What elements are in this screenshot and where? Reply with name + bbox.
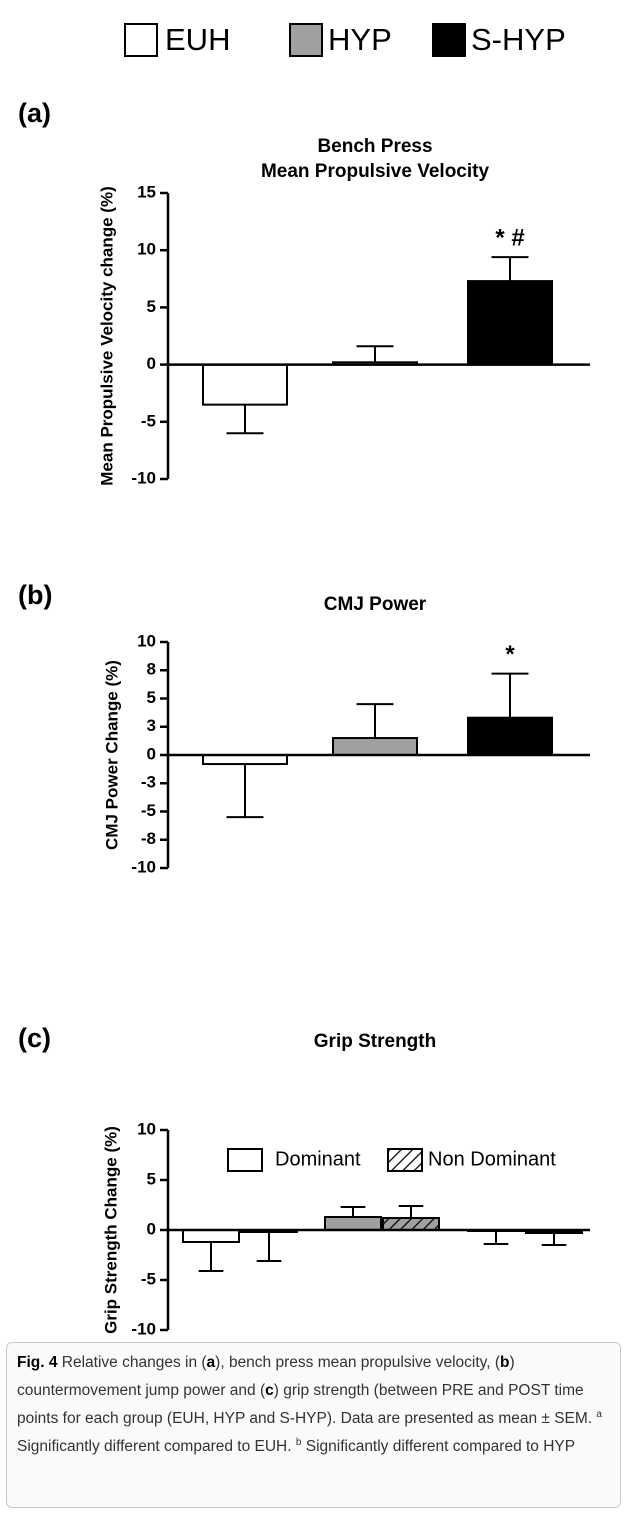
caption-text: ) countermovement jump power and (	[17, 1354, 515, 1399]
caption-text: a	[596, 1408, 602, 1420]
caption-text: b	[295, 1436, 302, 1448]
y-tick-label: 3	[147, 716, 156, 735]
legend-swatch	[124, 23, 158, 57]
legend-label: Dominant	[275, 1148, 361, 1170]
chart-title: Mean Propulsive Velocity	[261, 161, 490, 182]
y-tick-label: 5	[147, 688, 156, 707]
y-tick-label: -8	[141, 829, 156, 848]
bar	[467, 280, 553, 366]
legend-swatch	[387, 1148, 423, 1172]
y-tick-label: 0	[147, 1219, 156, 1238]
caption-text: Relative changes in (	[57, 1354, 207, 1371]
chart-title: Bench Press	[317, 136, 432, 157]
y-axis-label: Grip Strength Change (%)	[101, 1126, 120, 1334]
panel-label: (c)	[18, 1023, 51, 1053]
legend-swatch	[289, 23, 323, 57]
panel-label: (b)	[18, 580, 52, 610]
y-axis-label: Mean Propulsive Velocity change (%)	[97, 186, 116, 485]
y-tick-label: 0	[147, 744, 156, 763]
caption-text: Fig. 4	[17, 1354, 58, 1371]
bar	[202, 363, 288, 406]
bar	[332, 737, 418, 756]
bar	[382, 1217, 440, 1231]
caption-text: Significantly different compared to HYP	[301, 1438, 576, 1455]
caption-text: a	[206, 1354, 216, 1371]
y-tick-label: 8	[147, 660, 156, 679]
bar	[324, 1216, 382, 1231]
panel-label: (a)	[18, 98, 51, 128]
y-tick-label: -10	[131, 468, 156, 487]
annotation: * #	[495, 224, 524, 251]
legend-label: EUH	[165, 22, 230, 57]
caption: Fig. 4 Relative changes in (a), bench pr…	[6, 1342, 621, 1508]
y-tick-label: 0	[147, 354, 156, 373]
caption-text: b	[500, 1354, 510, 1371]
caption-text: ), bench press mean propulsive velocity,…	[215, 1354, 501, 1371]
chart-title: CMJ Power	[324, 594, 427, 615]
annotation: *	[505, 641, 515, 668]
bar	[202, 754, 288, 766]
caption-text: ) grip strength (between PRE and POST ti…	[17, 1382, 597, 1427]
caption-text: Significantly different compared to EUH.	[17, 1438, 296, 1455]
y-tick-label: 10	[137, 631, 156, 650]
y-tick-label: 15	[137, 182, 156, 201]
legend-label: Non Dominant	[428, 1148, 556, 1170]
legend-swatch	[227, 1148, 263, 1172]
y-tick-label: -5	[141, 1269, 156, 1288]
bar	[467, 716, 553, 757]
figure: EUH HYP S-HYP (a) Bench Press Mean Propulsive…	[18, 22, 590, 1338]
y-tick-label: -10	[131, 1319, 156, 1338]
y-tick-label: 10	[137, 240, 156, 259]
y-tick-label: 5	[147, 297, 156, 316]
y-tick-label: -10	[131, 857, 156, 876]
legend-swatch	[432, 23, 466, 57]
y-tick-label: 10	[137, 1119, 156, 1138]
y-axis-label: CMJ Power Change (%)	[102, 660, 121, 850]
y-tick-label: -5	[141, 411, 156, 430]
caption-text: c	[265, 1382, 274, 1399]
y-tick-label: -5	[141, 801, 156, 820]
legend-label: HYP	[328, 22, 392, 57]
bar	[182, 1229, 240, 1243]
chart-title: Grip Strength	[314, 1031, 436, 1052]
legend-label: S-HYP	[471, 22, 566, 57]
y-tick-label: 5	[147, 1169, 156, 1188]
y-tick-label: -3	[141, 773, 156, 792]
